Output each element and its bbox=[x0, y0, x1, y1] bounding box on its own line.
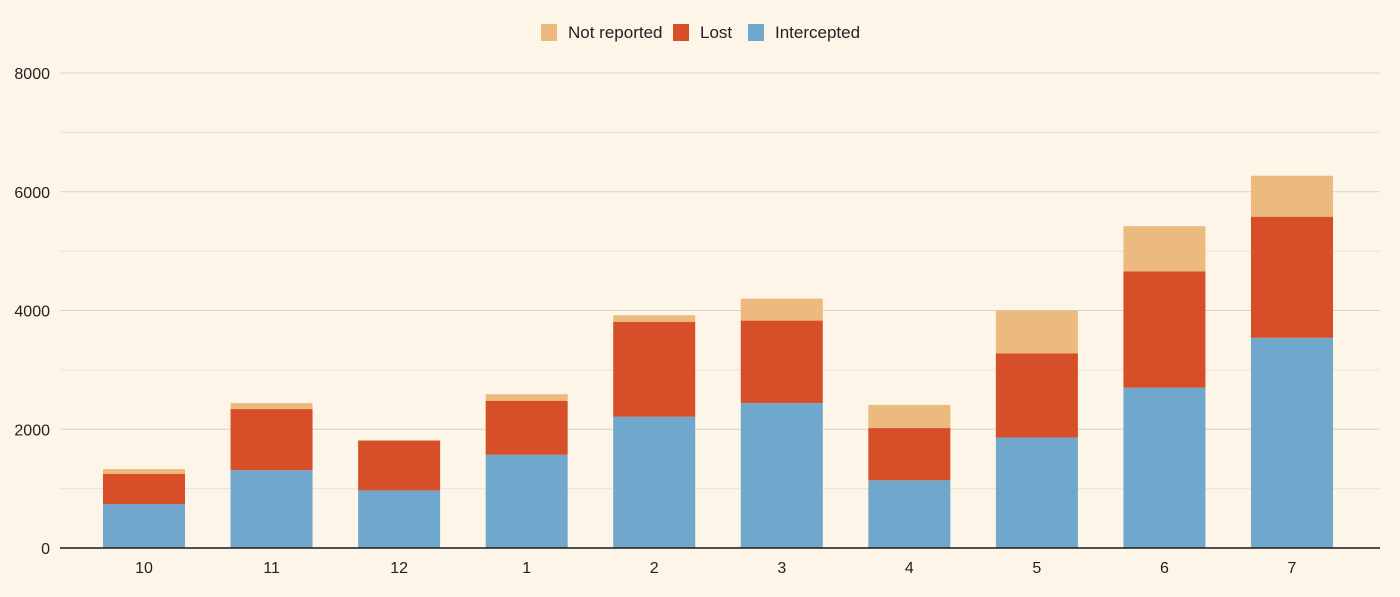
x-tick-label: 1 bbox=[522, 560, 531, 577]
bar-lost-2 bbox=[613, 321, 696, 417]
bar-intercepted-7 bbox=[1251, 337, 1333, 548]
bars-layer bbox=[103, 175, 1333, 548]
x-tick-label: 10 bbox=[135, 560, 153, 577]
x-tick-label: 7 bbox=[1288, 560, 1297, 577]
bar-lost-12 bbox=[358, 440, 441, 491]
x-tick-label: 2 bbox=[650, 560, 659, 577]
bar-not-reported-11 bbox=[230, 403, 313, 410]
bar-lost-6 bbox=[1123, 271, 1206, 388]
x-tick-label: 5 bbox=[1032, 560, 1041, 577]
legend-label-lost: Lost bbox=[700, 23, 732, 42]
y-tick-label: 6000 bbox=[14, 185, 50, 202]
bar-intercepted-11 bbox=[230, 470, 313, 548]
bar-not-reported-1 bbox=[485, 394, 568, 401]
legend-label-not-reported: Not reported bbox=[568, 23, 663, 42]
bar-not-reported-5 bbox=[995, 310, 1078, 354]
y-tick-label: 0 bbox=[41, 541, 50, 558]
bar-intercepted-1 bbox=[485, 454, 568, 548]
y-tick-label: 2000 bbox=[14, 422, 50, 439]
bar-intercepted-6 bbox=[1123, 387, 1206, 548]
x-tick-label: 12 bbox=[390, 560, 408, 577]
x-tick-label: 6 bbox=[1160, 560, 1169, 577]
bar-not-reported-3 bbox=[740, 298, 823, 321]
y-tick-label: 8000 bbox=[14, 66, 50, 83]
bar-not-reported-10 bbox=[103, 469, 185, 474]
y-tick-label: 4000 bbox=[14, 304, 50, 321]
bar-intercepted-5 bbox=[995, 437, 1078, 548]
legend-label-intercepted: Intercepted bbox=[775, 23, 860, 42]
bar-not-reported-2 bbox=[613, 315, 696, 322]
bar-intercepted-10 bbox=[103, 504, 185, 548]
bar-intercepted-2 bbox=[613, 416, 696, 548]
bar-not-reported-4 bbox=[868, 404, 951, 429]
bar-lost-4 bbox=[868, 428, 951, 481]
bar-lost-1 bbox=[485, 400, 568, 455]
bar-lost-7 bbox=[1251, 216, 1333, 338]
x-tick-label: 3 bbox=[777, 560, 786, 577]
legend-swatch-not-reported bbox=[541, 24, 557, 41]
x-tick-label: 11 bbox=[263, 560, 280, 577]
legend-swatch-lost bbox=[673, 24, 689, 41]
bar-intercepted-3 bbox=[740, 403, 823, 548]
bar-lost-3 bbox=[740, 320, 823, 404]
bar-lost-11 bbox=[230, 409, 313, 471]
bar-not-reported-7 bbox=[1251, 175, 1333, 217]
legend: Not reported Lost Intercepted bbox=[541, 23, 860, 42]
x-tick-label: 4 bbox=[905, 560, 914, 577]
bar-not-reported-6 bbox=[1123, 226, 1206, 272]
bar-lost-5 bbox=[995, 353, 1078, 438]
bar-lost-10 bbox=[103, 473, 185, 505]
bar-intercepted-12 bbox=[358, 490, 441, 548]
legend-swatch-intercepted bbox=[748, 24, 764, 41]
bar-intercepted-4 bbox=[868, 480, 951, 548]
